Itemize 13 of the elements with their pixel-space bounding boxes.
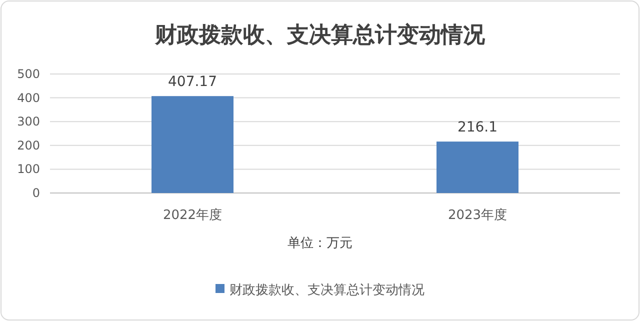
ytick: 400	[17, 90, 40, 105]
ytick: 200	[17, 138, 40, 152]
xtick: 2022年度	[162, 208, 222, 223]
xlabel: 单位：万元	[288, 236, 352, 251]
title: 财政拨款收、支决算总计变动情况	[155, 22, 485, 48]
ytick: 100	[17, 162, 40, 176]
data-label: 407.17	[168, 74, 217, 90]
data-label: 216.1	[457, 120, 498, 136]
ytick: 500	[17, 67, 40, 81]
ytick: 0	[32, 186, 40, 200]
ytick: 300	[17, 114, 40, 129]
xtick: 2023年度	[448, 208, 508, 223]
legend-label: 财政拨款收、支决算总计变动情况	[230, 283, 424, 298]
